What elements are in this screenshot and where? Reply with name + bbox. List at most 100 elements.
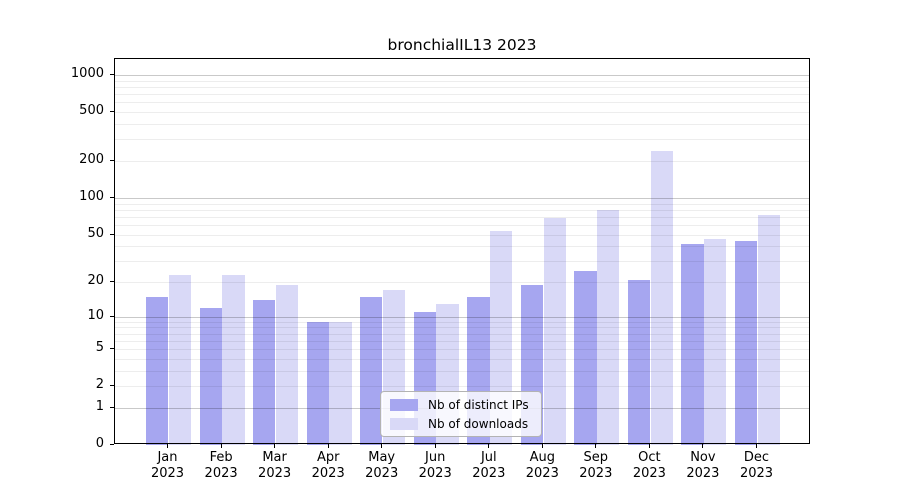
y-tick-mark xyxy=(110,385,114,387)
bar-downloads-sep xyxy=(597,210,620,445)
y-tick-mark xyxy=(110,111,114,113)
x-tick-label-year: 2023 xyxy=(686,465,720,481)
x-tick-label-year: 2023 xyxy=(365,465,399,481)
legend-swatch-icon xyxy=(390,399,418,411)
minor-gridline xyxy=(115,261,809,263)
x-tick-mark xyxy=(756,444,757,448)
y-tick-label-10: 10 xyxy=(87,307,104,323)
x-tick-label-year: 2023 xyxy=(311,465,345,481)
x-tick-mark xyxy=(220,444,222,448)
x-tick-label-year: 2023 xyxy=(579,465,613,481)
x-tick-label-year: 2023 xyxy=(525,465,559,481)
y-tick-label-100: 100 xyxy=(79,188,104,204)
bar-distinct-ips-dec xyxy=(734,241,758,445)
x-tick-label-month: May xyxy=(368,450,396,465)
legend-item-nb-of-downloads: Nb of downloads xyxy=(390,415,541,433)
minor-gridline xyxy=(115,139,809,141)
y-tick-mark xyxy=(110,281,114,282)
x-tick-label-jan: Jan 2023 xyxy=(140,450,196,481)
x-tick-mark xyxy=(274,444,276,448)
x-tick-label-year: 2023 xyxy=(418,465,452,481)
bar-downloads-aug xyxy=(543,218,566,445)
y-tick-mark xyxy=(110,233,114,235)
bar-distinct-ips-jan xyxy=(146,296,169,445)
bar-downloads-feb xyxy=(222,274,245,445)
y-tick-mark xyxy=(110,444,114,445)
x-tick-label-year: 2023 xyxy=(739,465,774,481)
bar-distinct-ips-nov xyxy=(681,243,704,445)
y-tick-label-2: 2 xyxy=(95,377,104,393)
y-tick-label-1: 1 xyxy=(95,398,104,414)
minor-gridline xyxy=(115,234,809,236)
x-tick-mark xyxy=(595,444,597,448)
x-tick-mark xyxy=(327,444,329,448)
legend-item-label: Nb of distinct IPs xyxy=(428,398,529,412)
bar-distinct-ips-apr xyxy=(306,321,329,445)
minor-gridline xyxy=(115,112,809,114)
y-tick-mark xyxy=(110,74,114,75)
y-tick-label-0: 0 xyxy=(95,436,104,451)
x-tick-mark xyxy=(541,444,543,448)
minor-gridline xyxy=(115,370,809,372)
y-tick-mark xyxy=(110,160,114,161)
x-tick-label-month: Sep xyxy=(583,450,609,465)
bar-distinct-ips-oct xyxy=(627,279,651,445)
minor-gridline xyxy=(115,94,809,96)
y-tick-label-200: 200 xyxy=(79,152,104,167)
legend-item-nb-of-distinct-ips: Nb of distinct IPs xyxy=(390,396,541,414)
x-tick-label-apr: Apr 2023 xyxy=(300,450,356,481)
bar-distinct-ips-mar xyxy=(253,300,276,445)
minor-gridline xyxy=(115,282,809,283)
x-tick-mark xyxy=(488,444,490,448)
y-tick-mark xyxy=(110,196,114,198)
minor-gridline xyxy=(115,386,809,388)
bar-downloads-dec xyxy=(757,215,780,445)
bar-downloads-mar xyxy=(275,284,299,445)
legend: Nb of distinct IPs Nb of downloads xyxy=(380,391,542,437)
x-tick-mark xyxy=(702,444,704,448)
chart-title: bronchialIL13 2023 xyxy=(387,36,537,54)
y-tick-mark xyxy=(110,348,114,350)
minor-gridline xyxy=(115,203,809,205)
x-tick-label-year: 2023 xyxy=(472,465,506,481)
minor-gridline xyxy=(115,124,809,125)
bar-downloads-oct xyxy=(650,150,673,445)
x-tick-label-sep: Sep 2023 xyxy=(568,450,624,481)
x-tick-mark xyxy=(381,444,383,448)
y-tick-label-500: 500 xyxy=(79,103,104,119)
x-tick-label-month: Jul xyxy=(480,450,497,465)
x-tick-label-month: Nov xyxy=(690,450,716,465)
x-tick-label-mar: Mar 2023 xyxy=(247,450,303,481)
minor-gridline xyxy=(115,358,809,360)
x-tick-mark xyxy=(648,444,650,448)
minor-gridline xyxy=(115,161,809,162)
bar-downloads-nov xyxy=(704,238,727,445)
x-tick-label-year: 2023 xyxy=(632,465,666,481)
bar-downloads-jan xyxy=(168,274,192,445)
x-tick-label-month: Mar xyxy=(262,450,287,465)
y-tick-mark xyxy=(110,406,114,408)
minor-gridline xyxy=(115,224,809,226)
x-tick-mark xyxy=(434,444,436,448)
y-tick-label-5: 5 xyxy=(95,340,104,356)
x-tick-label-month: Jan xyxy=(157,450,178,465)
minor-gridline xyxy=(115,80,809,82)
x-tick-label-month: Aug xyxy=(529,450,555,465)
minor-gridline xyxy=(115,327,809,329)
plot-area xyxy=(114,58,810,445)
minor-gridline xyxy=(115,102,809,104)
x-tick-label-dec: Dec 2023 xyxy=(729,450,785,481)
y-tick-label-20: 20 xyxy=(87,273,104,288)
x-tick-label-year: 2023 xyxy=(150,465,185,481)
x-tick-label-nov: Nov 2023 xyxy=(675,450,731,481)
minor-gridline xyxy=(115,349,809,351)
x-tick-label-month: Feb xyxy=(209,450,233,465)
minor-gridline xyxy=(115,209,809,211)
y-tick-label-50: 50 xyxy=(87,225,104,241)
bar-distinct-ips-sep xyxy=(574,270,597,445)
x-tick-label-aug: Aug 2023 xyxy=(514,450,570,481)
x-tick-label-jun: Jun 2023 xyxy=(407,450,463,481)
bar-distinct-ips-may xyxy=(360,296,383,445)
y-tick-mark xyxy=(110,315,114,317)
